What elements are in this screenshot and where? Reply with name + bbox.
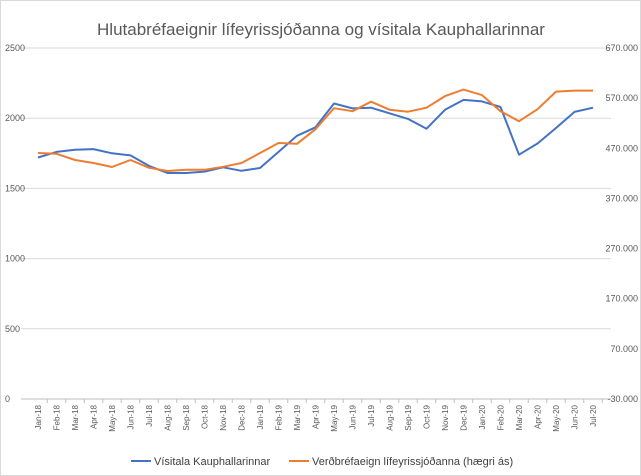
x-axis-tick-label: Sep-18 bbox=[182, 404, 191, 430]
x-axis-tick-label: Nov-18 bbox=[219, 404, 228, 430]
x-axis-tick-label: May-18 bbox=[108, 404, 117, 431]
x-axis-tick-label: May-20 bbox=[552, 404, 561, 431]
left-axis-tick-label: 500 bbox=[5, 324, 20, 334]
right-axis-tick-label: -30.000 bbox=[607, 394, 638, 404]
x-axis-tick-label: Oct-19 bbox=[423, 404, 432, 429]
x-axis-tick-label: Jun-19 bbox=[349, 404, 358, 429]
x-axis-tick-label: Mar-20 bbox=[515, 404, 524, 430]
x-axis-tick-label: Sep-19 bbox=[404, 404, 413, 430]
left-axis-tick-label: 2500 bbox=[5, 43, 25, 53]
x-axis-tick-label: Jun-18 bbox=[127, 404, 136, 429]
x-axis-tick-label: Mar-19 bbox=[293, 404, 302, 430]
x-axis-tick-label: Jul-20 bbox=[589, 404, 598, 426]
x-axis-tick-label: Aug-19 bbox=[386, 404, 395, 430]
left-axis-tick-label: 1000 bbox=[5, 254, 25, 264]
right-axis-tick-label: 670.000 bbox=[605, 43, 638, 53]
x-axis-tick-label: Jan-19 bbox=[256, 404, 265, 429]
x-axis-tick-label: Feb-18 bbox=[53, 404, 62, 430]
right-axis-tick-label: 270.000 bbox=[605, 244, 638, 254]
x-axis-tick-label: Feb-19 bbox=[275, 404, 284, 430]
x-axis-tick-label: Mar-18 bbox=[71, 404, 80, 430]
x-axis-tick-label: Oct-18 bbox=[201, 404, 210, 429]
x-axis-tick-label: Aug-18 bbox=[164, 404, 173, 430]
left-axis-tick-label: 2000 bbox=[5, 113, 25, 123]
left-axis-tick-label: 0 bbox=[5, 394, 10, 404]
x-axis-tick-label: Jan-18 bbox=[34, 404, 43, 429]
x-axis-tick-label: Apr-20 bbox=[534, 404, 543, 429]
x-axis-tick-label: Nov-19 bbox=[441, 404, 450, 430]
x-axis-tick-label: Jan-20 bbox=[478, 404, 487, 429]
x-axis-tick-label: Dec-18 bbox=[238, 404, 247, 430]
series-line-1 bbox=[37, 98, 594, 174]
x-axis-tick-label: Apr-18 bbox=[90, 404, 99, 429]
right-axis-tick-label: 70.000 bbox=[610, 344, 638, 354]
x-axis-tick-label: Jul-19 bbox=[367, 404, 376, 426]
x-axis-tick-label: Dec-19 bbox=[460, 404, 469, 430]
right-axis-tick-label: 170.000 bbox=[605, 294, 638, 304]
chart-title: Hlutabréfaeignir lífeyrissjóðanna og vís… bbox=[97, 20, 545, 39]
right-axis-tick-label: 370.000 bbox=[605, 193, 638, 203]
x-axis-tick-label: May-19 bbox=[330, 404, 339, 431]
left-axis-tick-label: 1500 bbox=[5, 183, 25, 193]
legend-label-1: Vísitala Kauphallarinnar bbox=[154, 456, 271, 468]
right-axis-tick-label: 470.000 bbox=[605, 143, 638, 153]
legend-label-2: Verðbréfaeign lífeyrissjóðanna (hægri ás… bbox=[312, 456, 513, 468]
x-axis-tick-label: Jul-18 bbox=[145, 404, 154, 426]
x-axis-tick-label: Apr-19 bbox=[312, 404, 321, 429]
x-axis-tick-label: Jun-20 bbox=[571, 404, 580, 429]
x-axis-tick-label: Feb-20 bbox=[497, 404, 506, 430]
right-axis-tick-label: 570.000 bbox=[605, 93, 638, 103]
